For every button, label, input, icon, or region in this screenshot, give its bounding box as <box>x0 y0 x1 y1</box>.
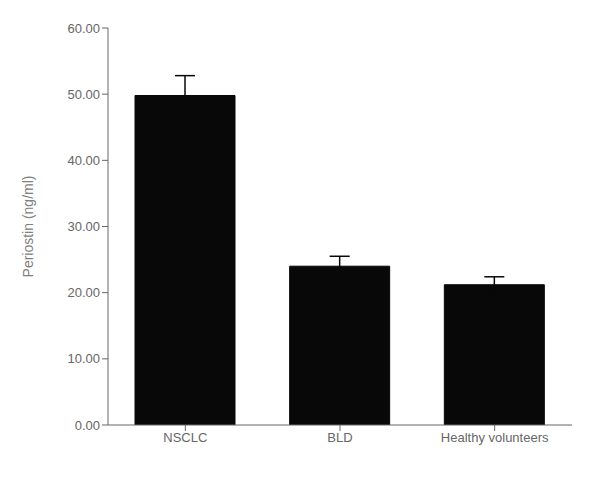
svg-text:Healthy volunteers: Healthy volunteers <box>441 430 549 445</box>
svg-text:30.00: 30.00 <box>67 219 100 234</box>
svg-text:0.00: 0.00 <box>75 418 100 433</box>
svg-text:20.00: 20.00 <box>67 285 100 300</box>
svg-text:60.00: 60.00 <box>67 21 100 36</box>
svg-text:10.00: 10.00 <box>67 351 100 366</box>
svg-text:40.00: 40.00 <box>67 153 100 168</box>
svg-text:50.00: 50.00 <box>67 87 100 102</box>
svg-text:BLD: BLD <box>327 430 352 445</box>
svg-text:NSCLC: NSCLC <box>163 430 207 445</box>
svg-text:Periostin (ng/ml): Periostin (ng/ml) <box>20 176 36 278</box>
